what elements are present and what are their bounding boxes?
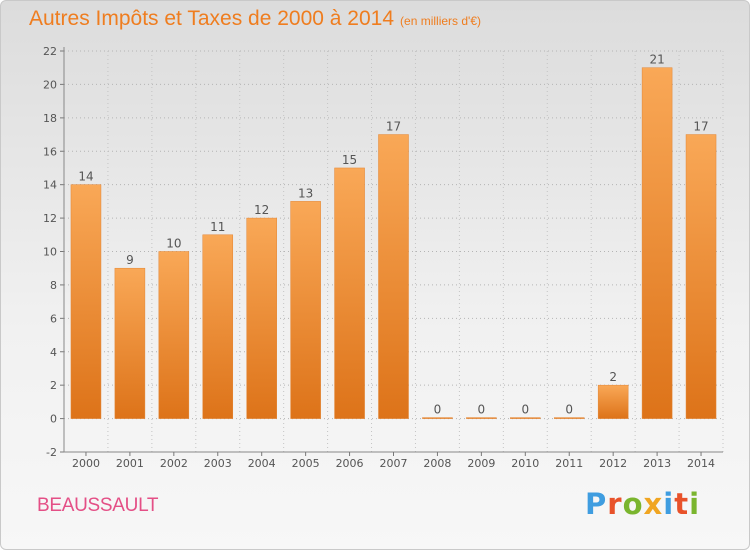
bar-value-label: 2 [609,370,617,384]
bar-value-label: 12 [254,203,269,217]
place-name: BEAUSSAULT [37,495,159,516]
bar-value-label: 17 [693,120,708,134]
bar [597,384,629,419]
bar-value-label: 0 [478,403,486,417]
x-tick-label: 2011 [555,457,583,470]
y-tick-label: 20 [43,78,57,91]
bar-value-label: 14 [78,170,93,184]
x-tick-label: 2002 [160,457,188,470]
bar-value-label: 0 [434,403,442,417]
bar [334,167,365,419]
chart-title-main: Autres Impôts et Taxes de 2000 à 2014 [29,7,395,30]
y-tick-label: 18 [43,112,57,125]
x-tick-label: 2003 [204,457,232,470]
bar [246,217,277,419]
x-tick-label: 2007 [380,457,408,470]
x-tick-label: 2005 [292,457,320,470]
brand-logo: Proxiti [585,487,700,521]
y-tick-label: 14 [43,179,57,192]
y-tick-label: 10 [43,246,57,259]
bar-value-label: 10 [166,237,181,251]
bar [641,67,673,419]
brand-letter: i [689,487,701,521]
bars [70,67,717,419]
x-tick-label: 2001 [116,457,144,470]
brand-letter: P [585,487,608,521]
chart-title: Autres Impôts et Taxes de 2000 à 2014 (en… [29,7,481,31]
brand-letter: x [643,487,664,521]
bar [202,234,234,419]
x-tick-label: 2004 [248,457,276,470]
bar-value-label: 15 [342,153,357,167]
bar [114,267,146,419]
y-tick-label: 12 [43,212,57,225]
brand-letter: o [622,487,644,521]
bar-value-label: 11 [210,220,225,234]
y-tick-label: -2 [46,446,57,459]
brand-letter: t [674,487,690,521]
bar-value-label: 13 [298,186,313,200]
bar-value-label: 0 [521,403,529,417]
x-tick-label: 2012 [599,457,627,470]
axes [60,47,723,456]
bar [510,417,541,419]
y-tick-label: 0 [50,413,57,426]
y-tick-label: 8 [50,279,57,292]
x-tick-label: 2010 [511,457,539,470]
bar [553,417,585,419]
bar-value-label: 21 [649,53,664,67]
x-tick-label: 2008 [423,457,451,470]
y-tick-label: 2 [50,379,57,392]
x-tick-label: 2009 [467,457,495,470]
x-tick-label: 2000 [72,457,100,470]
y-tick-label: 6 [50,312,57,325]
bar [158,251,190,419]
bar-value-label: 17 [386,120,401,134]
bar [70,184,102,419]
bar [422,417,453,419]
bar [466,417,497,419]
chart-subtitle: (en milliers d'€) [400,14,482,28]
y-tick-label: 22 [43,45,57,58]
brand-letter: r [607,487,623,521]
bar [685,134,717,419]
y-tick-label: 16 [43,145,57,158]
y-tick-label: 4 [50,346,57,359]
x-tick-label: 2013 [643,457,671,470]
grid-lines [63,50,724,453]
bar-value-label: 0 [565,403,573,417]
bar [378,134,409,419]
bar [290,201,321,419]
x-tick-label: 2006 [336,457,364,470]
bar-value-label: 9 [126,253,134,267]
x-tick-label: 2014 [687,457,715,470]
labels: -202468101214161820221420009200110200211… [43,45,715,470]
brand-letter: i [663,487,675,521]
